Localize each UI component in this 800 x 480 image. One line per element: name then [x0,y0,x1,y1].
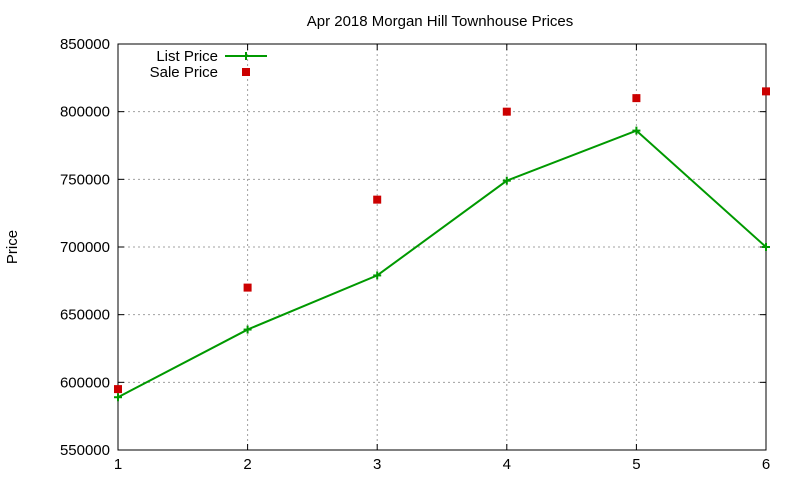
tick-marks [117,43,767,451]
x-tick-label: 3 [373,456,381,473]
sale-price-point [632,94,641,103]
legend-sample-marker [242,52,250,60]
legend-sample-marker [242,68,250,76]
list-price-point [373,271,382,280]
y-tick-label: 850000 [60,36,110,53]
x-tick-label: 4 [503,456,511,473]
sale-price-point [502,107,511,116]
y-tick-label: 700000 [60,239,110,256]
x-tick-label: 6 [762,456,770,473]
sale-price-point [114,385,122,394]
list-price-point [632,126,641,135]
grid-lines [118,44,766,450]
list-price-point [502,176,511,185]
x-tick-label: 5 [632,456,640,473]
series-sale-price [114,87,770,394]
legend-label: List Price [156,48,218,65]
series-list-price [114,126,770,402]
legend-item-list-price: List Price [156,48,267,65]
tick-labels: 1 2 3 4 5 6 550000 600000 650000 700000 750000 8000… [60,36,770,473]
list-price-line [117,129,767,399]
list-price-point [114,393,122,402]
chart-title: Apr 2018 Morgan Hill Townhouse Prices [307,13,574,30]
legend-label: Sale Price [150,64,218,81]
y-tick-label: 600000 [60,374,110,391]
series-group [114,87,770,402]
list-price-point [243,325,252,334]
legend-item-sale-price: Sale Price [150,64,250,81]
y-tick-label: 750000 [60,171,110,188]
y-tick-label: 800000 [60,104,110,121]
sale-price-point [243,283,252,292]
y-tick-label: 650000 [60,307,110,324]
list-price-point [762,243,770,251]
sale-price-point [373,195,382,204]
y-tick-label: 550000 [60,442,110,459]
y-axis-label: Price [4,230,21,264]
x-tick-label: 1 [114,456,122,473]
sale-price-point [762,87,770,96]
x-tick-label: 2 [243,456,251,473]
